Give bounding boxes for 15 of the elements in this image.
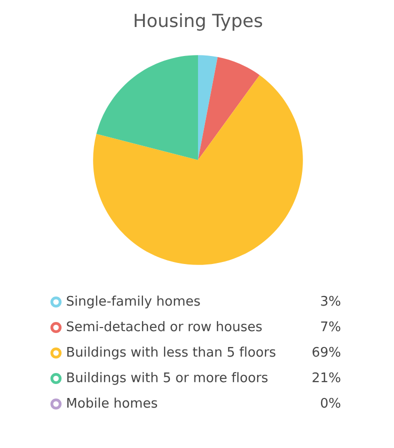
data-label: 7% (321, 321, 340, 332)
pie-slice (93, 75, 303, 265)
legend-label: Mobile homes (67, 398, 158, 408)
legend-label: Semi-detached or row houses (66, 321, 262, 332)
text: 0% (320, 398, 340, 408)
chart-title: Housing Types (134, 13, 262, 31)
pie-slice (198, 56, 260, 160)
legend-label: Buildings with 5 or more floors (67, 372, 268, 385)
data-label: 3% (321, 296, 340, 306)
pie-slice (96, 55, 198, 160)
data-label: 69% (312, 346, 340, 357)
legend-label: Single-family homes (66, 296, 200, 308)
pie-slice (198, 55, 218, 160)
legend-label: Buildings with less than 5 floors (67, 346, 276, 360)
data-label: 21% (312, 372, 340, 382)
